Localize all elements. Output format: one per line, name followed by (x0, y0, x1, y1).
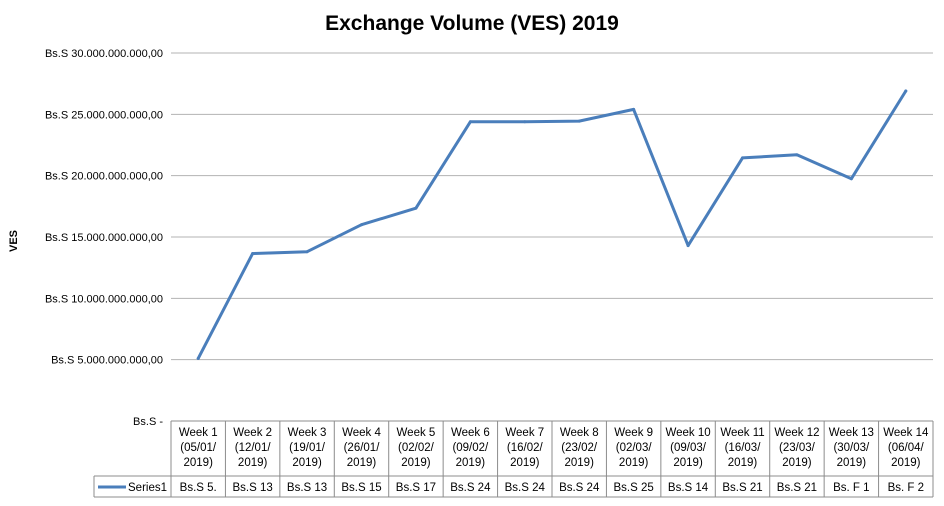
x-category-label: Week 4 (342, 427, 381, 439)
data-point (686, 244, 690, 248)
x-category-label: Week 8 (560, 427, 599, 439)
x-category-label: (06/04/ (888, 442, 925, 454)
data-point (795, 153, 799, 157)
x-category-label: Week 13 (829, 427, 874, 439)
x-category-label: 2019) (565, 457, 595, 469)
data-point (414, 206, 418, 210)
data-point (251, 252, 255, 256)
x-category-label: 2019) (728, 457, 758, 469)
y-axis-label: VES (8, 230, 20, 252)
x-category-label: (23/02/ (561, 442, 598, 454)
data-table-cell: Bs.S 14 (668, 482, 709, 494)
data-table-cell: Bs.S 25 (614, 482, 654, 494)
x-category-label: (19/01/ (289, 442, 326, 454)
data-table-cell: Bs.S 24 (559, 482, 600, 494)
x-category-label: (23/03/ (779, 442, 816, 454)
series-layer (196, 89, 908, 360)
data-table-cell: Bs. F 2 (888, 482, 924, 494)
data-point (577, 119, 581, 123)
x-category-label: Week 6 (451, 427, 490, 439)
x-category-label: (16/02/ (507, 442, 544, 454)
data-point (741, 156, 744, 160)
y-tick-label: Bs.S 5.000.000.000,00 (51, 355, 163, 367)
data-point (632, 107, 636, 111)
data-point (468, 120, 472, 124)
data-table-cell: Bs.S 15 (341, 482, 381, 494)
x-category-label: 2019) (347, 457, 377, 469)
x-category-label: (12/01/ (235, 442, 272, 454)
x-category-label: 2019) (292, 457, 322, 469)
y-tick-label: Bs.S - (133, 416, 163, 428)
x-category-label: Week 9 (614, 427, 653, 439)
x-category-label: 2019) (782, 457, 812, 469)
data-table-cell: Bs. F 1 (833, 482, 869, 494)
x-category-label: 2019) (837, 457, 867, 469)
y-tick-label: Bs.S 20.000.000.000,00 (45, 171, 163, 183)
x-category-label: (02/03/ (616, 442, 653, 454)
data-table-cell: Bs.S 17 (396, 482, 436, 494)
x-category-label: 2019) (238, 457, 268, 469)
data-table-cell: Bs.S 5. (180, 482, 217, 494)
x-category-label: 2019) (401, 457, 431, 469)
data-table-cell: Bs.S 24 (505, 482, 546, 494)
x-category-label: Week 12 (774, 427, 819, 439)
x-category-label: (02/02/ (398, 442, 435, 454)
y-tick-label: Bs.S 30.000.000.000,00 (45, 48, 163, 60)
x-category-label: (26/01/ (344, 442, 381, 454)
data-table-cell: Bs.S 21 (777, 482, 817, 494)
data-table-cell: Bs.S 21 (722, 482, 762, 494)
y-tick-label: Bs.S 15.000.000.000,00 (45, 232, 163, 244)
data-point (904, 89, 908, 93)
x-category-label: 2019) (184, 457, 214, 469)
chart-title: Exchange Volume (VES) 2019 (325, 12, 619, 35)
x-category-label: (05/01/ (180, 442, 217, 454)
x-category-label: Week 3 (288, 427, 327, 439)
y-tick-label: Bs.S 25.000.000.000,00 (45, 109, 163, 121)
data-point (849, 177, 853, 181)
x-category-label: 2019) (456, 457, 486, 469)
x-category-label: Week 2 (233, 427, 272, 439)
x-category-label: 2019) (673, 457, 703, 469)
y-axis-ticks: Bs.S - Bs.S 5.000.000.000,00 Bs.S 10.000.0… (45, 48, 163, 428)
x-category-label: Week 1 (179, 427, 218, 439)
legend-series-name: Series1 (128, 482, 167, 494)
x-category-label: Week 10 (665, 427, 710, 439)
data-table-cell: Bs.S 24 (450, 482, 491, 494)
data-point (305, 250, 309, 254)
x-category-label: 2019) (510, 457, 540, 469)
y-tick-label: Bs.S 10.000.000.000,00 (45, 293, 163, 305)
x-category-label: (16/03/ (725, 442, 762, 454)
x-category-label: Week 7 (505, 427, 544, 439)
data-point (196, 356, 200, 360)
x-category-label: Week 11 (720, 427, 764, 439)
x-category-label: 2019) (619, 457, 649, 469)
x-category-label: (09/03/ (670, 442, 707, 454)
x-category-label: Week 14 (883, 427, 929, 439)
x-category-label: Week 5 (397, 427, 436, 439)
data-point (523, 120, 527, 124)
series-line (196, 89, 908, 360)
x-category-label: (09/02/ (452, 442, 489, 454)
data-table-cell: Bs.S 13 (287, 482, 327, 494)
gridlines (171, 52, 933, 361)
x-category-label: 2019) (891, 457, 921, 469)
data-table-cell: Bs.S 13 (233, 482, 273, 494)
data-point (360, 223, 363, 227)
x-category-label: (30/03/ (833, 442, 870, 454)
data-table: Week 1 (05/01/2019) Week 2 (12/01/2019) Week… (93, 420, 934, 498)
